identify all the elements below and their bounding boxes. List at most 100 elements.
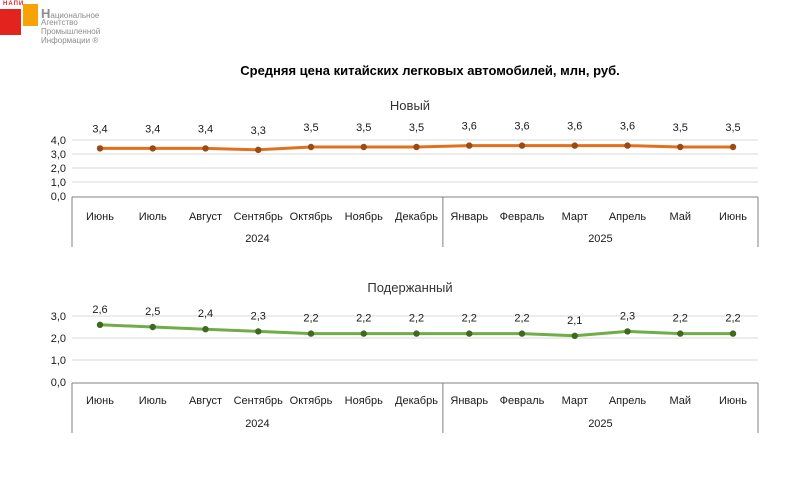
data-point (307, 330, 315, 337)
data-label: 2,4 (198, 308, 213, 320)
y-axis-tick-label: 3,0 (51, 149, 66, 161)
chart-title: Новый (390, 98, 430, 113)
napi-logo: НАПИ Национальное Агентство Промышленной… (0, 0, 140, 52)
y-axis-tick-label: 1,0 (51, 177, 66, 189)
data-point (413, 330, 420, 337)
data-label: 3,4 (198, 123, 213, 135)
data-point (571, 332, 578, 339)
x-axis-month-label: Август (189, 395, 222, 407)
x-axis-month-label: Апрель (609, 211, 647, 223)
x-axis-year-label: 2025 (588, 418, 612, 430)
x-axis-month-label: Май (669, 211, 691, 223)
data-point (624, 142, 631, 149)
data-point (677, 143, 684, 151)
data-label: 2,5 (145, 306, 160, 318)
x-axis-month-label: Декабрь (395, 395, 438, 407)
x-axis-month-label: Октябрь (290, 395, 333, 407)
data-label: 3,5 (673, 122, 688, 134)
data-label: 3,5 (725, 122, 740, 134)
data-label: 2,3 (251, 310, 266, 322)
x-axis-month-label: Март (562, 395, 588, 407)
x-axis-month-label: Июнь (86, 395, 114, 407)
data-point (466, 142, 473, 149)
data-label: 3,6 (462, 121, 477, 133)
x-axis-month-label: Август (189, 211, 222, 223)
x-axis-month-label: Январь (450, 395, 488, 407)
x-axis-month-label: Январь (450, 211, 488, 223)
data-point (255, 328, 262, 335)
data-point (413, 143, 420, 151)
x-axis-year-label: 2024 (245, 418, 269, 430)
data-label: 3,3 (251, 125, 266, 137)
x-axis-month-label: Июнь (719, 211, 747, 223)
x-axis-month-label: Февраль (500, 395, 545, 407)
page-title: Средняя цена китайских легковых автомоби… (240, 63, 620, 78)
x-axis-month-label: Сентябрь (234, 395, 284, 407)
x-axis-month-label: Апрель (609, 395, 647, 407)
data-point (677, 330, 684, 337)
data-point (149, 145, 156, 152)
x-axis-month-label: Июнь (719, 395, 747, 407)
data-label: 2,2 (514, 313, 529, 325)
data-point (729, 143, 737, 151)
y-axis-tick-label: 1,0 (51, 355, 66, 367)
data-point (96, 145, 104, 152)
data-label: 3,6 (514, 121, 529, 133)
logo-orange-square (23, 4, 38, 26)
x-axis-month-label: Июль (139, 395, 167, 407)
agency-name-line: Агентство (41, 18, 78, 27)
data-label: 2,2 (673, 313, 688, 325)
data-label: 3,4 (92, 123, 107, 135)
agency-name: Национальное Агентство Промышленной Инфо… (41, 6, 101, 45)
agency-name-line: Промышленной (41, 27, 101, 36)
napi-logo-wordmark: НАПИ (3, 1, 25, 7)
x-axis-month-label: Декабрь (395, 211, 438, 223)
data-label: 2,2 (303, 313, 318, 325)
x-axis-month-label: Июнь (86, 211, 114, 223)
x-axis-month-label: Ноябрь (345, 395, 383, 407)
data-label: 3,6 (620, 121, 635, 133)
data-point (360, 143, 367, 151)
data-point (307, 143, 315, 151)
y-axis-tick-label: 2,0 (51, 163, 66, 175)
y-axis-tick-label: 3,0 (51, 311, 66, 323)
data-point (624, 328, 631, 335)
x-axis-month-label: Июль (139, 211, 167, 223)
x-axis-month-label: Сентябрь (234, 211, 284, 223)
data-label: 3,5 (356, 122, 371, 134)
y-axis-tick-label: 0,0 (51, 377, 66, 389)
data-label: 3,6 (567, 121, 582, 133)
x-axis-month-label: Октябрь (290, 211, 333, 223)
y-axis-tick-label: 4,0 (51, 135, 66, 147)
agency-name-line: Информации ® (41, 36, 99, 45)
x-axis-month-label: Февраль (500, 211, 545, 223)
x-axis-year-label: 2024 (245, 233, 269, 245)
logo-red-square (0, 9, 21, 35)
data-label: 2,1 (567, 315, 582, 327)
agency-name-line: Национальное (41, 6, 100, 21)
chart-title: Подержанный (367, 280, 452, 295)
data-point (571, 142, 578, 149)
data-label: 3,4 (145, 123, 160, 135)
data-label: 2,2 (725, 313, 740, 325)
x-axis-month-label: Ноябрь (345, 211, 383, 223)
y-axis-tick-label: 2,0 (51, 333, 66, 345)
data-point (466, 330, 473, 337)
data-label: 3,5 (409, 122, 424, 134)
data-label: 2,6 (92, 304, 107, 316)
data-label: 2,2 (356, 313, 371, 325)
data-point (518, 142, 526, 149)
data-label: 2,2 (409, 313, 424, 325)
data-point (729, 330, 737, 337)
x-axis-month-label: Март (562, 211, 588, 223)
data-point (518, 330, 526, 337)
data-point (360, 330, 367, 337)
data-point (96, 321, 104, 328)
x-axis-year-label: 2025 (588, 233, 612, 245)
data-point (202, 145, 209, 152)
data-label: 2,2 (462, 313, 477, 325)
x-axis-month-label: Май (669, 395, 691, 407)
data-label: 2,3 (620, 310, 635, 322)
